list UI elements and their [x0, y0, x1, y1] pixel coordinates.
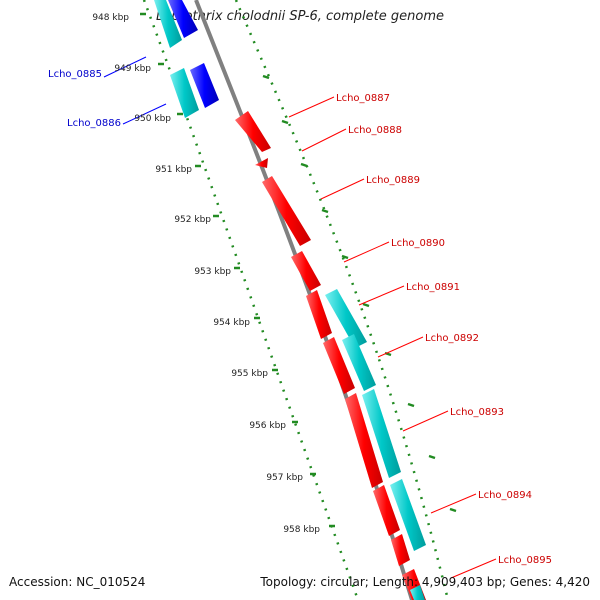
gene-leader-line: [402, 410, 449, 432]
outer-major-tick: [341, 254, 349, 260]
feature-lcho-0891: [325, 289, 367, 348]
scale-tick-label: 953 kbp: [194, 267, 231, 277]
gene-label[interactable]: Lcho_0895: [498, 555, 552, 566]
gene-leader-line: [301, 128, 347, 152]
gene-label[interactable]: Lcho_0894: [478, 490, 532, 501]
topology-summary: Topology: circular; Length: 4,909,403 bp…: [260, 575, 590, 589]
gene-label[interactable]: Lcho_0890: [391, 238, 445, 249]
gene-label[interactable]: Lcho_0893: [450, 407, 504, 418]
gene-leader-line: [122, 103, 167, 125]
gene-leader-line: [430, 493, 477, 514]
gene-lcho-0890: [291, 251, 321, 291]
tick-layer: [140, 0, 457, 600]
gene-label[interactable]: Lcho_0885: [48, 69, 102, 80]
scale-tick-label: 952 kbp: [174, 215, 211, 225]
gene-label[interactable]: Lcho_0891: [406, 282, 460, 293]
outer-major-tick: [281, 119, 289, 125]
gene-label[interactable]: Lcho_0888: [348, 125, 402, 136]
gene-lcho-0885: [190, 63, 219, 108]
scale-tick-label: 950 kbp: [134, 114, 171, 124]
scale-tick-label: 948 kbp: [92, 13, 129, 23]
gene-leader-line: [377, 336, 424, 358]
outer-major-tick: [300, 162, 308, 168]
scale-tick-label: 951 kbp: [155, 165, 192, 175]
gene-leader-line: [288, 96, 335, 118]
scale-tick-label: 954 kbp: [213, 318, 250, 328]
accession-label: Accession: NC_010524: [9, 575, 146, 589]
feature-lcho-0895: [410, 585, 425, 600]
gene-leader-line: [343, 241, 390, 263]
feature-lcho-0884: [154, 0, 182, 48]
scale-tick-label: 957 kbp: [266, 473, 303, 483]
gene-lcho-0894a: [373, 485, 400, 536]
gene-lcho-0884: [168, 0, 198, 38]
outer-major-tick: [262, 74, 270, 80]
outer-major-tick: [321, 208, 329, 214]
gene-leader-line: [320, 178, 365, 200]
scale-tick-label: 949 kbp: [114, 64, 151, 74]
outer-major-tick: [362, 302, 370, 308]
gene-leader-line: [450, 558, 497, 579]
gene-lcho-0887: [235, 111, 271, 152]
outer-major-tick: [428, 454, 436, 460]
feature-layer: [154, 0, 426, 600]
gene-lcho-0891: [306, 290, 332, 339]
scale-tick-label: 955 kbp: [231, 369, 268, 379]
gene-label[interactable]: Lcho_0892: [425, 333, 479, 344]
feature-lcho-0894: [390, 479, 426, 551]
scale-tick-label: 956 kbp: [249, 421, 286, 431]
feature-lcho-0885: [170, 68, 199, 118]
leader-layer: [103, 56, 497, 579]
gene-lcho-0893: [345, 393, 383, 488]
gene-label[interactable]: Lcho_0886: [67, 118, 121, 129]
gene-lcho-0888: [255, 158, 268, 168]
gene-lcho-0892: [323, 337, 355, 394]
genome-title: Leptothrix cholodnii SP-6, complete geno…: [156, 9, 444, 24]
outer-major-tick: [407, 402, 415, 408]
gene-lcho-0894b: [391, 534, 410, 566]
gene-label[interactable]: Lcho_0887: [336, 93, 390, 104]
feature-lcho-0892: [342, 334, 376, 391]
gene-label[interactable]: Lcho_0889: [366, 175, 420, 186]
gene-lcho-0889: [262, 176, 311, 246]
label-layer: 948 kbp 949 kbp 950 kbp 951 kbp 952 kbp 953 k…: [48, 13, 552, 566]
feature-lcho-0893: [362, 389, 401, 478]
genome-backbone: [194, 0, 414, 600]
scale-tick-label: 958 kbp: [283, 525, 320, 535]
gene-leader-line: [358, 285, 405, 306]
gene-leader-line: [103, 56, 147, 78]
outer-major-tick: [449, 507, 457, 513]
